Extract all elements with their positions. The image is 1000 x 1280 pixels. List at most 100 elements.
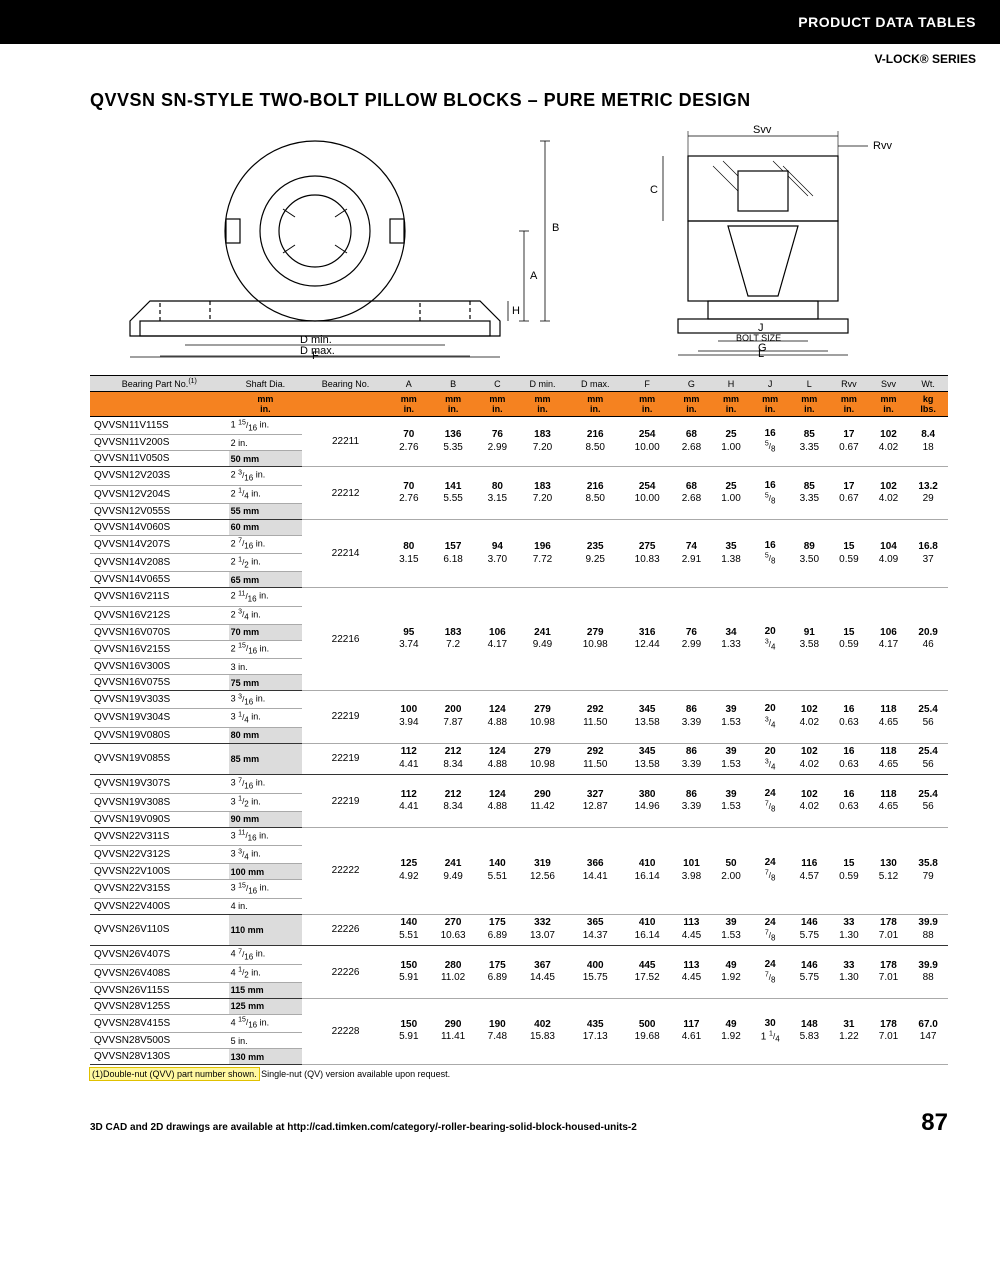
dim-value: 391.53 (711, 914, 751, 946)
series-label: V-LOCK® SERIES (0, 44, 1000, 66)
bearing-no: 22228 (302, 998, 389, 1064)
col-header: F (623, 376, 672, 392)
footnote: (1)Double-nut (QVV) part number shown. S… (90, 1069, 948, 1079)
table-row: QVVSN26V407S4 7/16 in.222261505.9128011.… (90, 946, 948, 964)
dim-value: 1164.57 (790, 827, 830, 914)
dim-value: 301 1/4 (751, 998, 790, 1064)
dim-value: 702.76 (389, 467, 429, 520)
dim-value: 682.68 (672, 467, 712, 520)
part-number: QVVSN16V211S (90, 588, 229, 606)
dim-value: 1756.89 (478, 946, 518, 999)
shaft-dia: 2 15/16 in. (229, 640, 302, 658)
svg-text:L: L (758, 348, 764, 360)
dim-value: 36514.37 (568, 914, 623, 946)
dim-value: 1787.01 (869, 946, 909, 999)
shaft-dia: 125 mm (229, 998, 302, 1014)
part-number: QVVSN26V408S (90, 964, 229, 982)
svg-text:C: C (650, 184, 658, 196)
part-number: QVVSN19V308S (90, 793, 229, 811)
diagram-side: Svv Rvv C J BOLT SIZE G L (618, 121, 918, 361)
dim-value: 33213.07 (517, 914, 568, 946)
col-header: C (478, 376, 518, 392)
part-number: QVVSN26V407S (90, 946, 229, 964)
dim-value: 1134.45 (672, 914, 712, 946)
page-title: QVVSN SN-STYLE TWO-BOLT PILLOW BLOCKS – … (90, 90, 948, 111)
dim-value: 391.53 (711, 743, 751, 775)
header-title: PRODUCT DATA TABLES (798, 14, 976, 30)
unit-header: mmin. (229, 392, 302, 417)
dim-value: 27010.63 (429, 914, 478, 946)
dim-value: 1837.2 (429, 588, 478, 691)
part-number: QVVSN19V085S (90, 743, 229, 775)
dim-value: 762.99 (672, 588, 712, 691)
dim-value: 25.456 (908, 775, 948, 828)
dim-value: 1024.02 (790, 691, 830, 744)
dim-value: 41016.14 (623, 914, 672, 946)
dim-value: 2007.87 (429, 691, 478, 744)
dim-value: 1024.02 (869, 417, 909, 467)
dim-value: 27910.98 (568, 588, 623, 691)
bearing-no: 22211 (302, 417, 389, 467)
dim-value: 1907.48 (478, 998, 518, 1064)
dim-value: 863.39 (672, 775, 712, 828)
part-number: QVVSN14V208S (90, 554, 229, 572)
shaft-dia: 2 3/16 in. (229, 467, 302, 485)
dim-value: 2168.50 (568, 417, 623, 467)
col-header: Wt. (908, 376, 948, 392)
shaft-dia: 80 mm (229, 727, 302, 743)
unit-header: mmin. (517, 392, 568, 417)
table-row: QVVSN16V211S2 11/16 in.22216953.741837.2… (90, 588, 948, 606)
dim-value: 165/8 (751, 519, 790, 588)
shaft-dia: 90 mm (229, 811, 302, 827)
shaft-dia: 75 mm (229, 675, 302, 691)
dim-value: 853.35 (790, 467, 830, 520)
dim-value: 1967.72 (517, 519, 568, 588)
header-bar: PRODUCT DATA TABLES (0, 0, 1000, 44)
shaft-dia: 4 7/16 in. (229, 946, 302, 964)
dim-value: 682.68 (672, 417, 712, 467)
unit-header: mmin. (568, 392, 623, 417)
dim-value: 943.70 (478, 519, 518, 588)
dim-value: 165/8 (751, 417, 790, 467)
footnote-rest: Single-nut (QV) version available upon r… (259, 1069, 451, 1079)
shaft-dia: 3 7/16 in. (229, 775, 302, 793)
shaft-dia: 85 mm (229, 743, 302, 775)
dim-value: 1837.20 (517, 467, 568, 520)
col-header: Rvv (829, 376, 869, 392)
shaft-dia: 4 1/2 in. (229, 964, 302, 982)
svg-text:H: H (512, 305, 520, 317)
dim-value: 1415.55 (429, 467, 478, 520)
shaft-dia: 2 1/2 in. (229, 554, 302, 572)
part-number: QVVSN12V204S (90, 485, 229, 503)
part-number: QVVSN22V400S (90, 898, 229, 914)
dim-value: 1505.91 (389, 946, 429, 999)
bearing-no: 22226 (302, 914, 389, 946)
shaft-dia: 60 mm (229, 519, 302, 535)
col-header: D max. (568, 376, 623, 392)
dim-value: 170.67 (829, 417, 869, 467)
shaft-dia: 4 15/16 in. (229, 1014, 302, 1032)
table-row: QVVSN19V307S3 7/16 in.222191124.412128.3… (90, 775, 948, 793)
col-header: Bearing Part No.(1) (90, 376, 229, 392)
dim-value: 50019.68 (623, 998, 672, 1064)
part-number: QVVSN11V115S (90, 417, 229, 435)
shaft-dia: 5 in. (229, 1033, 302, 1049)
part-number: QVVSN11V050S (90, 451, 229, 467)
dim-value: 29211.50 (568, 743, 623, 775)
dim-value: 27910.98 (517, 691, 568, 744)
svg-text:A: A (530, 270, 538, 282)
dim-value: 43517.13 (568, 998, 623, 1064)
part-number: QVVSN26V115S (90, 982, 229, 998)
bearing-no: 22216 (302, 588, 389, 691)
dim-value: 2419.49 (429, 827, 478, 914)
dim-value: 203/4 (751, 691, 790, 744)
dim-value: 41016.14 (623, 827, 672, 914)
shaft-dia: 3 1/2 in. (229, 793, 302, 811)
dim-value: 203/4 (751, 743, 790, 775)
col-header: A (389, 376, 429, 392)
dim-value: 351.38 (711, 519, 751, 588)
part-number: QVVSN19V304S (90, 709, 229, 727)
dim-value: 150.59 (829, 519, 869, 588)
col-header: G (672, 376, 712, 392)
dim-value: 35.879 (908, 827, 948, 914)
